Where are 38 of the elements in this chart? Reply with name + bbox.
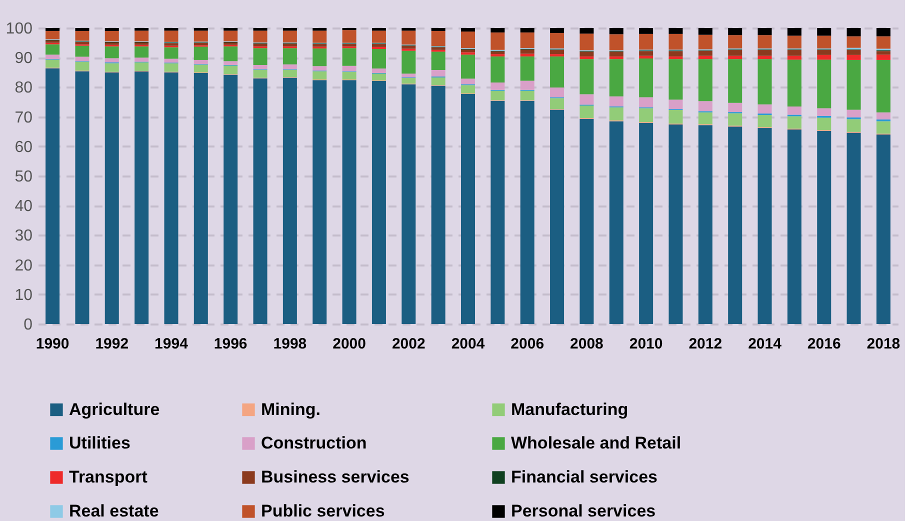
x-tick-label: 2000 xyxy=(332,336,366,352)
legend-label: Public services xyxy=(261,502,385,520)
x-tick-label: 2008 xyxy=(570,336,604,352)
x-tick-label: 2004 xyxy=(451,336,486,352)
x-tick-label: 1994 xyxy=(154,336,189,352)
legend-label: Financial services xyxy=(511,468,658,486)
legend-label: Utilities xyxy=(69,434,130,452)
x-tick-label: 2006 xyxy=(510,336,544,352)
legend-label: Mining. xyxy=(261,400,320,419)
y-tick-label: 80 xyxy=(14,80,33,97)
legend-label: Agriculture xyxy=(69,400,160,419)
y-tick-label: 100 xyxy=(6,20,33,38)
y-tick-label: 0 xyxy=(24,316,33,334)
x-tick-label: 2018 xyxy=(866,336,900,352)
legend-label: Personal services xyxy=(511,502,656,520)
legend-label: Manufacturing xyxy=(511,400,628,419)
legend-label: Construction xyxy=(261,434,367,452)
y-tick-label: 70 xyxy=(14,109,33,126)
legend-label: Transport xyxy=(69,468,148,486)
x-tick-label: 1998 xyxy=(273,336,307,352)
legend-label: Business services xyxy=(261,468,410,486)
y-tick-label: 90 xyxy=(14,50,33,68)
x-tick-label: 2016 xyxy=(807,336,841,352)
y-tick-label: 10 xyxy=(14,286,33,304)
legend-label: Real estate xyxy=(69,502,159,520)
x-tick-label: 1990 xyxy=(36,336,70,352)
legend-label: Wholesale and Retail xyxy=(511,434,682,452)
x-tick-label: 2002 xyxy=(392,336,426,352)
x-tick-label: 1992 xyxy=(95,336,129,352)
y-tick-label: 20 xyxy=(14,257,33,274)
y-tick-label: 40 xyxy=(14,198,33,216)
y-tick-label: 50 xyxy=(14,168,33,186)
y-tick-label: 30 xyxy=(14,228,33,245)
x-tick-label: 2014 xyxy=(748,336,782,352)
x-tick-label: 2010 xyxy=(629,336,663,352)
y-tick-label: 60 xyxy=(14,138,33,156)
x-tick-label: 1996 xyxy=(214,336,248,352)
x-tick-label: 2012 xyxy=(688,336,722,352)
